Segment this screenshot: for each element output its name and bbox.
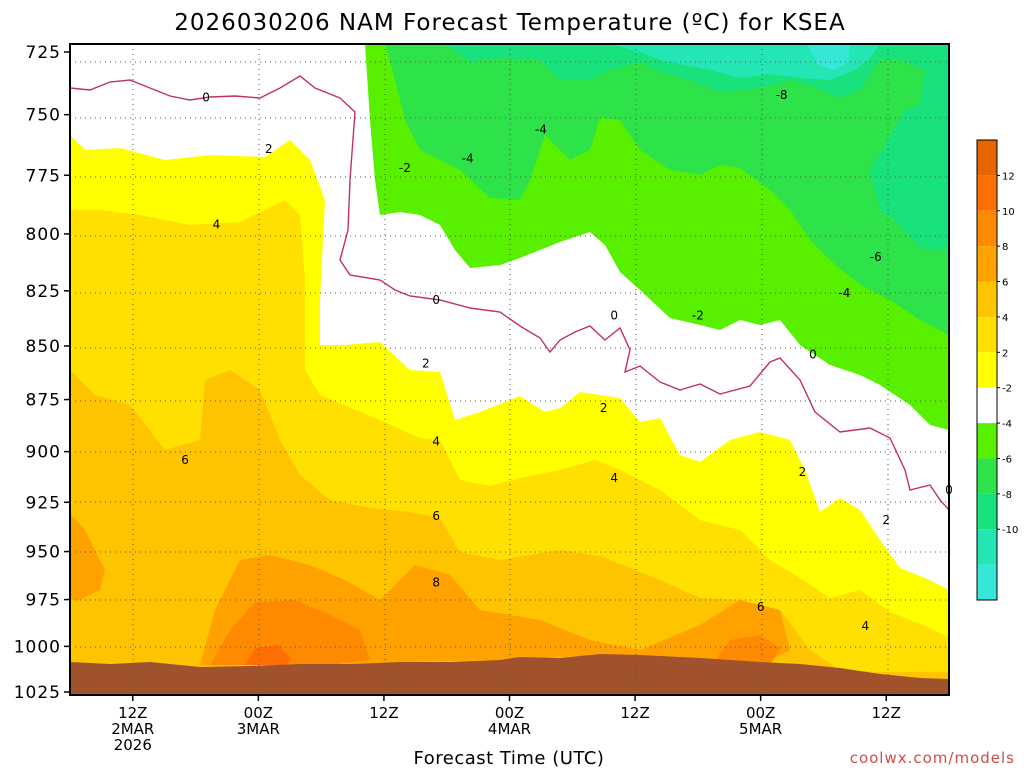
y-axis: 725 750 775 800 825 850 875 900 925 950 975 1000 102… [14,43,70,703]
band-neg10-neg12 [808,44,850,70]
y-tick-label: 925 [26,493,61,513]
y-tick-label: 775 [26,166,61,186]
contour-label: 2 [882,513,890,527]
x-tick-label: 12Z [620,704,649,722]
colorbar-swatch [977,175,997,211]
colorbar-swatch [977,529,997,565]
colorbar-swatch [977,493,997,530]
colorbar-swatch [977,281,997,317]
colorbar-swatch [977,140,997,176]
colorbar-label: -8 [1002,490,1012,501]
contour-label: 6 [757,600,765,614]
contour-label: -4 [838,286,850,300]
colorbar-swatch [977,564,997,600]
x-tick-label: 00Z [495,704,524,722]
x-tick-label: 12Z [118,704,147,722]
contour-label: -6 [870,250,882,264]
x-tick-label: 12Z [369,704,398,722]
colorbar: 12 10 8 6 4 2 -2 -4 -6 -8 -10 [976,139,1018,601]
colorbar-label: 6 [1002,278,1008,289]
contour-label: 0 [432,293,440,307]
contour-label: 0 [809,348,817,362]
y-tick-label: 1025 [14,683,61,703]
contour-label: -8 [776,88,788,102]
x-tick-label: 2026 [114,736,152,754]
band-neg4-neg6 [385,44,949,335]
contour-label: -2 [692,308,704,322]
contour-label: 6 [181,453,189,467]
y-tick-label: 975 [26,591,61,611]
y-tick-label: 725 [26,43,61,63]
y-tick-label: 1000 [14,637,61,657]
contour-label: 2 [265,142,273,156]
band-12-14 [245,645,292,665]
contour-label: 4 [861,619,869,633]
contour-label: -4 [535,122,547,136]
colorbar-label: -10 [1002,525,1018,536]
contour-label: 2 [799,465,807,479]
y-tick-label: 950 [26,543,61,563]
contour-label: 6 [432,509,440,523]
contour-label: 0 [202,90,210,104]
colorbar-swatch [977,458,997,494]
colorbar-label: 10 [1002,207,1015,218]
contour-label: -2 [399,161,411,175]
contour-label: -4 [462,151,474,165]
colorbar-swatch [977,316,997,353]
y-tick-label: 875 [26,391,61,411]
contour-label: 0 [610,308,618,322]
colorbar-label: 12 [1002,171,1015,182]
colorbar-swatch [977,210,997,247]
credit-text: coolwx.com/models [850,749,1015,767]
band-10-12 [210,600,780,665]
x-tick-label: 4MAR [488,720,531,738]
colorbar-swatch [977,423,997,459]
y-tick-label: 750 [26,106,61,126]
x-tick-label: 00Z [746,704,775,722]
colorbar-border [976,139,998,601]
contour-label: 4 [213,218,221,232]
x-tick-label: 5MAR [739,720,782,738]
y-tick-label: 800 [26,225,61,245]
colorbar-swatch [977,352,997,388]
colorbar-label: 8 [1002,242,1008,253]
contour-label: 2 [422,356,430,370]
colorbar-label: -6 [1002,454,1012,465]
contour-label: 4 [432,434,440,448]
x-tick-label: 2MAR [111,720,154,738]
chart-title: 2026030206 NAM Forecast Temperature (ºC)… [174,10,845,36]
colorbar-label: -4 [1002,419,1012,430]
x-axis-title: Forecast Time (UTC) [414,748,605,768]
colorbar-label: 4 [1002,313,1008,324]
grid [70,44,949,695]
x-tick-label: 12Z [872,704,901,722]
x-tick-label: 00Z [244,704,273,722]
y-tick-label: 850 [26,337,61,357]
colorbar-label: 2 [1002,348,1008,359]
contour-label: 4 [610,471,618,485]
colorbar-swatch [977,246,997,282]
y-tick-label: 900 [26,443,61,463]
colorbar-label: -2 [1002,384,1012,395]
x-tick-label: 3MAR [237,720,280,738]
contour-label: 2 [600,401,608,415]
contour-label: 8 [432,575,440,589]
colorbar-swatch [977,387,997,424]
contour-line-0 [70,75,949,511]
y-tick-label: 825 [26,282,61,302]
